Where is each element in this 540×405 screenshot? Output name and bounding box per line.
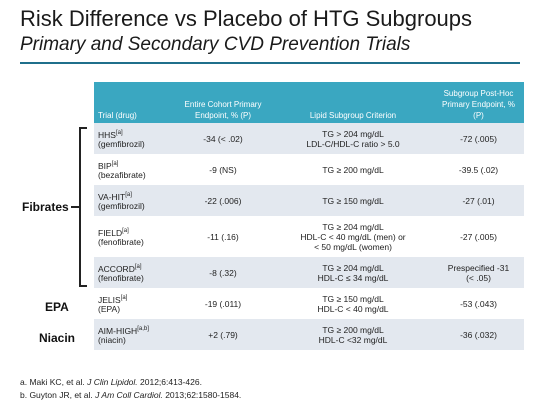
cell-lipid-criterion: TG ≥ 150 mg/dL xyxy=(273,185,433,216)
cell-subgroup-endpoint: -27 (.005) xyxy=(433,216,524,257)
fibrates-bracket-tick xyxy=(71,206,80,208)
footnote-a: a. Maki KC, et al. J Clin Lipidol. 2012;… xyxy=(20,377,202,387)
table-row: AIM-HIGH[a,b] (niacin) +2 (.79) TG ≥ 200 mg… xyxy=(94,319,524,350)
cell-trial: ACCORD[a] (fenofibrate) xyxy=(94,257,173,288)
group-label-niacin: Niacin xyxy=(39,331,76,345)
page-subtitle: Primary and Secondary CVD Prevention Tri… xyxy=(20,34,411,55)
cell-trial: AIM-HIGH[a,b] (niacin) xyxy=(94,319,173,350)
header-subgroup: Subgroup Post-Hoc Primary Endpoint, % (P… xyxy=(433,82,524,123)
cell-trial: FIELD[a] (fenofibrate) xyxy=(94,216,173,257)
cell-trial: VA-HIT[a] (gemfibrozil) xyxy=(94,185,173,216)
cell-trial: BIP[a] (bezafibrate) xyxy=(94,154,173,185)
fibrates-bracket xyxy=(79,127,87,287)
cell-subgroup-endpoint: -36 (.032) xyxy=(433,319,524,350)
cell-subgroup-endpoint: -53 (.043) xyxy=(433,288,524,319)
cell-cohort-endpoint: -11 (.16) xyxy=(173,216,273,257)
cell-cohort-endpoint: +2 (.79) xyxy=(173,319,273,350)
page-title: Risk Difference vs Placebo of HTG Subgro… xyxy=(20,6,473,31)
cell-subgroup-endpoint: -72 (.005) xyxy=(433,123,524,154)
footnote-b: b. Guyton JR, et al. J Am Coll Cardiol. … xyxy=(20,390,242,400)
table-row: FIELD[a] (fenofibrate) -11 (.16) TG ≥ 204 m… xyxy=(94,216,524,257)
group-label-fibrates: Fibrates xyxy=(22,200,69,214)
header-cohort: Entire Cohort Primary Endpoint, % (P) xyxy=(173,82,273,123)
cell-subgroup-endpoint: Prespecified -31 (< .05) xyxy=(433,257,524,288)
cell-cohort-endpoint: -34 (< .02) xyxy=(173,123,273,154)
cell-subgroup-endpoint: -27 (.01) xyxy=(433,185,524,216)
title-divider xyxy=(20,62,520,64)
cell-lipid-criterion: TG ≥ 204 mg/dL HDL-C ≤ 34 mg/dL xyxy=(273,257,433,288)
cell-cohort-endpoint: -8 (.32) xyxy=(173,257,273,288)
cell-lipid-criterion: TG > 204 mg/dL LDL-C/HDL-C ratio > 5.0 xyxy=(273,123,433,154)
cell-cohort-endpoint: -19 (.011) xyxy=(173,288,273,319)
cell-cohort-endpoint: -22 (.006) xyxy=(173,185,273,216)
table-header-row: Trial (drug) Entire Cohort Primary Endpo… xyxy=(94,82,524,123)
cell-trial: HHS[a] (gemfibrozil) xyxy=(94,123,173,154)
table-row: VA-HIT[a] (gemfibrozil) -22 (.006) TG ≥ 150… xyxy=(94,185,524,216)
cell-lipid-criterion: TG ≥ 204 mg/dL HDL-C < 40 mg/dL (men) or <… xyxy=(273,216,433,257)
results-table: Trial (drug) Entire Cohort Primary Endpo… xyxy=(94,82,524,350)
cell-lipid-criterion: TG ≥ 150 mg/dL HDL-C < 40 mg/dL xyxy=(273,288,433,319)
cell-trial: JELIS[a] (EPA) xyxy=(94,288,173,319)
table-row: ACCORD[a] (fenofibrate) -8 (.32) TG ≥ 204 m… xyxy=(94,257,524,288)
table-row: BIP[a] (bezafibrate) -9 (NS) TG ≥ 200 mg/dL… xyxy=(94,154,524,185)
group-label-epa: EPA xyxy=(45,300,69,314)
cell-lipid-criterion: TG ≥ 200 mg/dL xyxy=(273,154,433,185)
cell-cohort-endpoint: -9 (NS) xyxy=(173,154,273,185)
table-row: HHS[a] (gemfibrozil) -34 (< .02) TG > 204 m… xyxy=(94,123,524,154)
cell-subgroup-endpoint: -39.5 (.02) xyxy=(433,154,524,185)
table-row: JELIS[a] (EPA) -19 (.011) TG ≥ 150 mg/dL HDL… xyxy=(94,288,524,319)
cell-lipid-criterion: TG ≥ 200 mg/dL HDL-C <32 mg/dL xyxy=(273,319,433,350)
header-trial: Trial (drug) xyxy=(94,82,173,123)
header-criterion: Lipid Subgroup Criterion xyxy=(273,82,433,123)
